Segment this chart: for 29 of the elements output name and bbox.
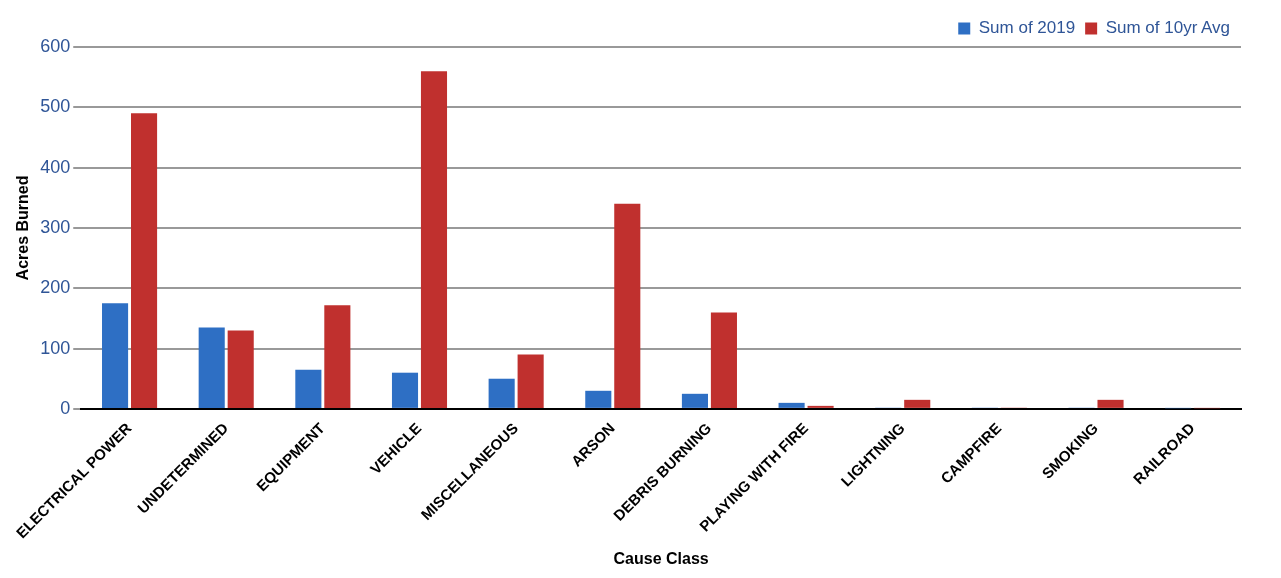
bar [420,71,448,408]
bar [295,369,322,408]
bar [1097,399,1124,408]
bar [198,327,225,408]
bar [710,312,737,408]
bar [904,399,931,408]
bar [517,354,544,408]
y-tick-label: 500 [40,96,71,117]
y-tick-label: 0 [60,397,71,418]
y-axis-title: Acres Burned [14,175,32,281]
y-tick-label: 400 [40,156,71,177]
x-axis-title: Cause Class [613,549,709,567]
bar [102,303,129,408]
y-tick-label: 100 [40,337,71,358]
y-tick-label: 300 [40,216,71,237]
bar [585,390,612,408]
bar [807,405,834,408]
legend-label: Sum of 10yr Avg [1105,18,1231,38]
bar [614,203,641,408]
bar [391,372,419,408]
y-tick-label: 200 [40,277,71,298]
bar [681,393,708,408]
legend-label: Sum of 2019 [978,18,1076,38]
bar [324,305,351,408]
bar [131,113,158,408]
y-tick-label: 600 [40,35,71,56]
bar [227,330,254,408]
bar [488,378,515,408]
bar [778,402,805,408]
